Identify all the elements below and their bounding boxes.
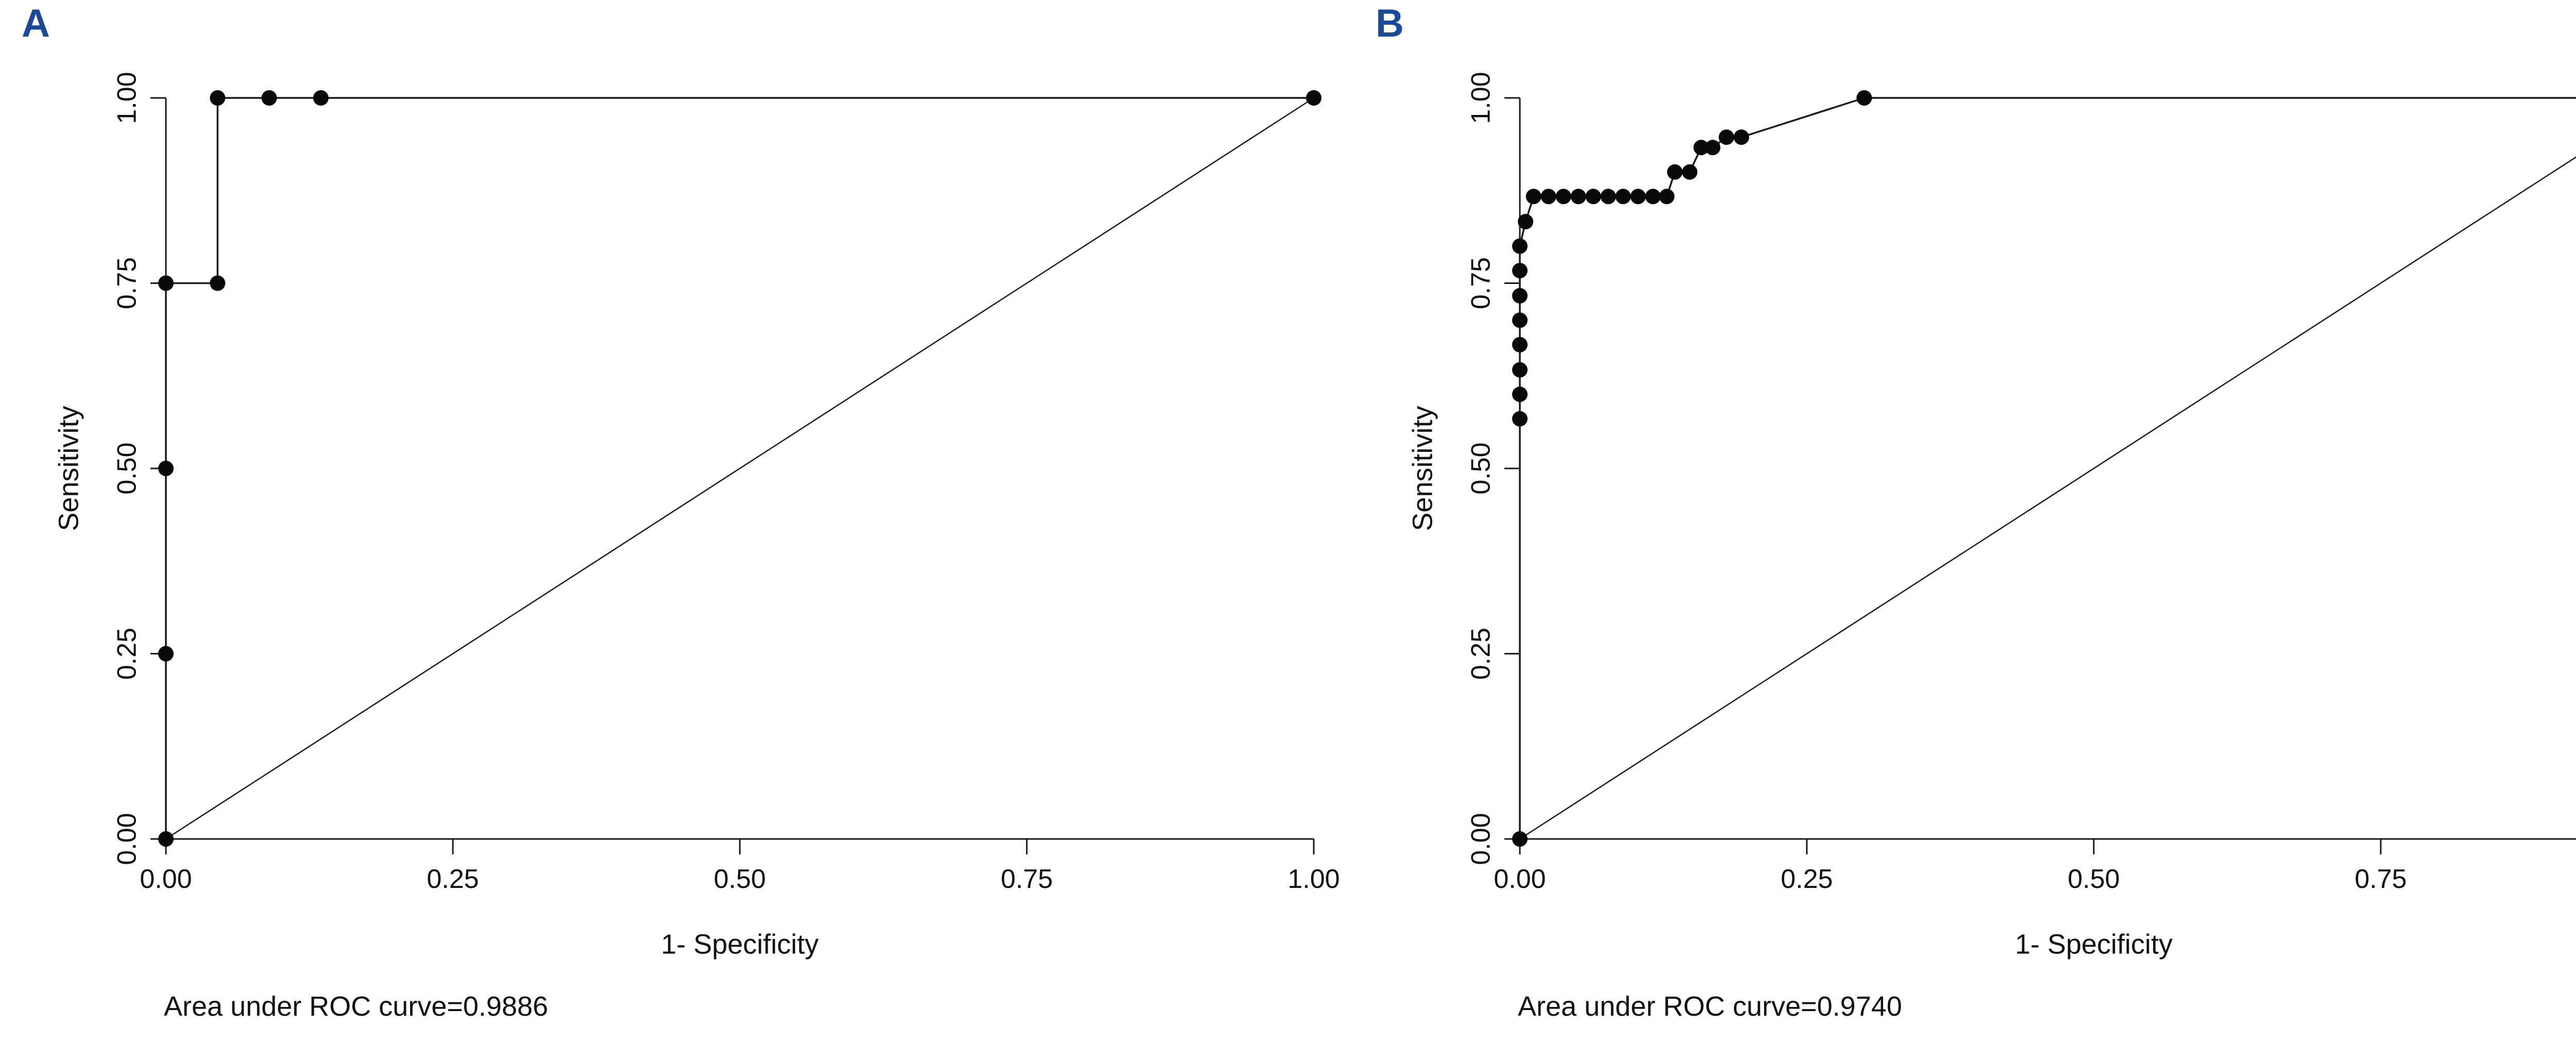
y-tick-label: 1.00 bbox=[1466, 72, 1496, 124]
y-tick-label: 1.00 bbox=[112, 72, 142, 124]
roc-point bbox=[1540, 189, 1556, 205]
x-tick-label: 0.50 bbox=[2067, 864, 2120, 894]
x-tick-label: 0.75 bbox=[2354, 864, 2406, 894]
y-tick-label: 0.50 bbox=[1466, 442, 1496, 494]
roc-point bbox=[1555, 189, 1571, 205]
diagonal-reference-line bbox=[1519, 156, 2576, 840]
roc-point bbox=[1526, 189, 1541, 205]
roc-point bbox=[158, 646, 174, 662]
roc-chart-a: 0.00 0.25 0.50 0.75 1.00 0.00 0.25 0.50 0.75 1.00… bbox=[54, 72, 1340, 960]
roc-point bbox=[1512, 831, 1528, 847]
roc-point bbox=[1512, 263, 1528, 279]
y-tick-label: 0.25 bbox=[1466, 628, 1496, 680]
x-tick-label: 0.50 bbox=[714, 864, 766, 894]
panel-b-auc-caption: Area under ROC curve=0.9740 bbox=[1518, 991, 1902, 1022]
roc-point bbox=[158, 275, 174, 291]
roc-point bbox=[1512, 386, 1528, 402]
roc-point bbox=[1512, 238, 1528, 254]
roc-point bbox=[1585, 189, 1601, 205]
roc-curve bbox=[1519, 97, 2576, 839]
roc-point bbox=[210, 275, 226, 291]
panel-a-auc-caption: Area under ROC curve=0.9886 bbox=[164, 991, 548, 1022]
panel-b-label: B bbox=[1376, 2, 1404, 45]
roc-point bbox=[158, 461, 174, 476]
x-tick-label: 0.75 bbox=[1001, 864, 1053, 894]
roc-point bbox=[1693, 140, 1709, 156]
roc-point bbox=[1306, 90, 1321, 106]
roc-point bbox=[1645, 189, 1661, 205]
x-axis-title: 1- Specificity bbox=[661, 929, 819, 960]
x-tick-label: 0.00 bbox=[140, 864, 192, 894]
x-axis-title: 1- Specificity bbox=[2015, 929, 2173, 960]
x-tick-label: 0.25 bbox=[1781, 864, 1833, 894]
roc-point bbox=[1518, 214, 1534, 230]
roc-point bbox=[1615, 189, 1631, 205]
y-tick-label: 0.00 bbox=[112, 813, 142, 865]
y-tick-label: 0.75 bbox=[1466, 257, 1496, 309]
roc-point bbox=[1512, 337, 1528, 352]
roc-point bbox=[1719, 129, 1734, 145]
roc-point bbox=[261, 90, 277, 106]
y-tick-label: 0.25 bbox=[112, 628, 142, 680]
roc-point bbox=[1512, 411, 1528, 427]
roc-point bbox=[158, 831, 174, 847]
y-tick-label: 0.50 bbox=[112, 442, 142, 494]
y-tick-label: 0.75 bbox=[112, 257, 142, 309]
y-axis-title: Sensitivity bbox=[54, 406, 84, 531]
x-tick-label: 0.25 bbox=[427, 864, 479, 894]
roc-point bbox=[313, 90, 329, 106]
diagonal-reference-line bbox=[165, 97, 1314, 840]
roc-point bbox=[1705, 140, 1721, 156]
roc-point bbox=[1734, 129, 1749, 145]
roc-point bbox=[1512, 312, 1528, 328]
roc-point bbox=[1570, 189, 1586, 205]
roc-point bbox=[210, 90, 226, 106]
y-axis-title: Sensitivity bbox=[1408, 406, 1438, 531]
roc-point bbox=[1512, 362, 1528, 378]
roc-point bbox=[1512, 288, 1528, 304]
panel-a-label: A bbox=[22, 2, 50, 45]
roc-chart-b: 0.000.250.500.751.000.000.250.500.751.00… bbox=[1408, 72, 2576, 960]
roc-point bbox=[1856, 90, 1872, 106]
roc-point bbox=[1630, 189, 1646, 205]
y-tick-label: 0.00 bbox=[1466, 813, 1496, 865]
roc-point bbox=[1600, 189, 1616, 205]
roc-point bbox=[1667, 164, 1683, 180]
roc-point bbox=[1659, 189, 1675, 205]
roc-point bbox=[1682, 164, 1698, 180]
x-tick-label: 0.00 bbox=[1494, 864, 1546, 894]
x-tick-label: 1.00 bbox=[1287, 864, 1340, 894]
panel-b: 0.000.250.500.751.000.000.250.500.751.00… bbox=[1354, 0, 2576, 1042]
panel-a: 0.00 0.25 0.50 0.75 1.00 0.00 0.25 0.50 0.75 1.00… bbox=[22, 2, 1340, 1022]
